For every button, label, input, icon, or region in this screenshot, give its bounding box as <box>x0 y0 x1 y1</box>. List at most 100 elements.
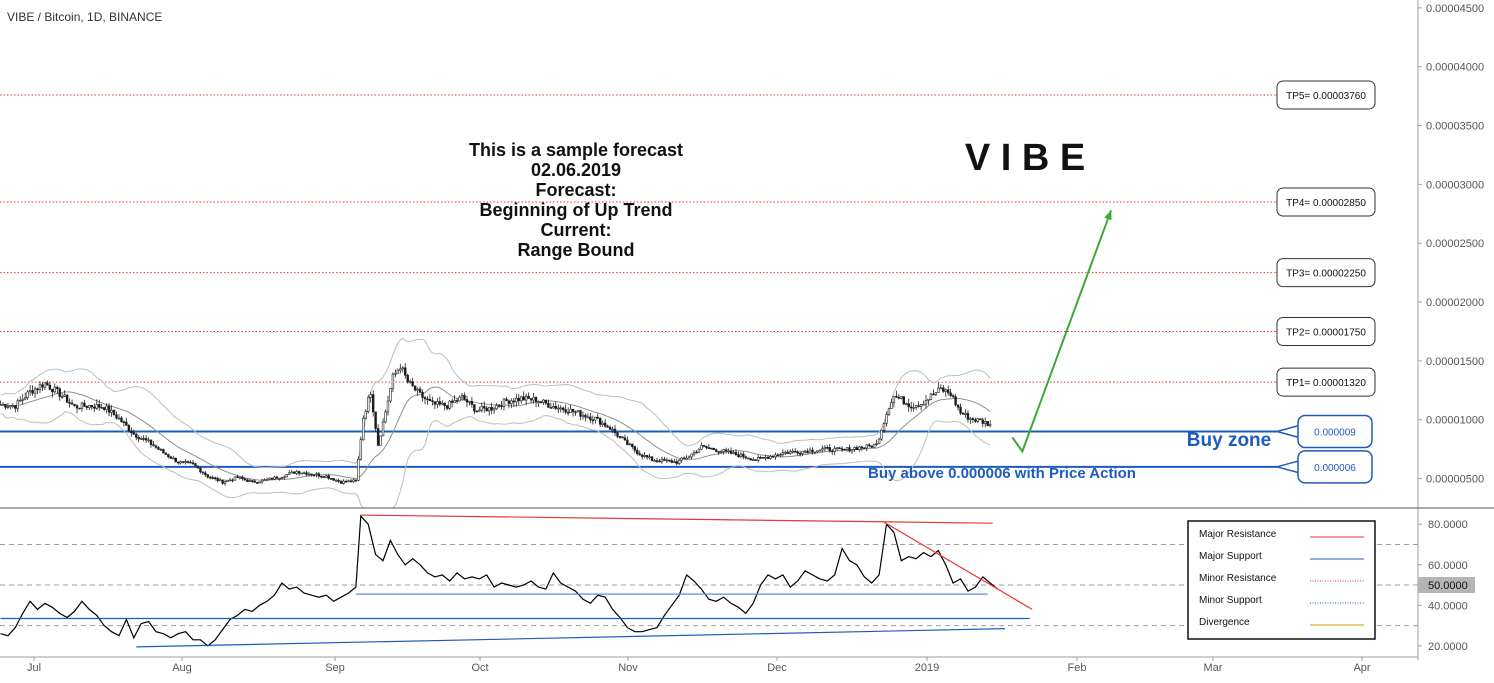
candle-body <box>93 406 96 409</box>
candle-body <box>544 399 548 404</box>
candle-body <box>865 444 868 449</box>
candle-body <box>115 414 118 419</box>
target-label: TP2= 0.00001750 <box>1286 327 1366 338</box>
candle-body <box>705 445 708 448</box>
candle-body <box>285 474 288 478</box>
candle-body <box>332 478 335 481</box>
target-label: TP4= 0.00002850 <box>1286 198 1366 209</box>
candle-body <box>944 389 947 392</box>
x-tick-label: Jul <box>27 662 41 674</box>
candle-body <box>912 407 915 409</box>
candle-body <box>90 405 94 408</box>
candle-body <box>485 407 488 412</box>
rsi-trendline <box>136 628 1005 648</box>
candle-body <box>179 461 182 464</box>
candle-body <box>502 398 506 407</box>
candle-body <box>988 424 992 427</box>
candle-body <box>275 476 279 479</box>
candle-body <box>793 450 797 453</box>
candle-body <box>695 451 698 454</box>
candle-body <box>717 451 720 453</box>
candle-body <box>507 400 511 405</box>
candle-body <box>831 450 834 453</box>
candle-body <box>125 421 128 426</box>
candle-body <box>411 381 414 387</box>
candle-body <box>984 421 987 424</box>
candle-body <box>490 406 493 411</box>
legend-label: Minor Support <box>1199 595 1262 606</box>
candle-body <box>924 400 928 405</box>
candle-body <box>875 443 878 445</box>
candle-body <box>453 400 456 403</box>
candle-body <box>566 411 570 414</box>
candle-body <box>278 477 281 480</box>
candle-body <box>606 425 609 428</box>
candle-body <box>752 459 755 461</box>
candle-body <box>369 394 372 398</box>
candle-body <box>465 399 469 403</box>
candle-body <box>613 428 617 434</box>
candle-body <box>966 413 970 420</box>
candle-body <box>914 405 918 408</box>
candle-body <box>603 422 607 427</box>
candle-body <box>487 406 491 412</box>
candle-body <box>813 451 817 454</box>
candle-body <box>364 411 367 419</box>
candle-body <box>623 437 627 441</box>
candle-body <box>786 451 789 454</box>
candle-body <box>774 454 777 458</box>
candle-body <box>144 438 148 441</box>
candle-body <box>537 401 540 404</box>
candle-body <box>640 454 644 457</box>
candle-body <box>396 369 400 374</box>
candle-body <box>724 449 728 452</box>
candle-body <box>749 458 752 461</box>
rsi-pane: Major Resistance Major Support Minor Resis… <box>0 514 1418 648</box>
candle-body <box>645 455 649 458</box>
zone-callout <box>1297 450 1373 484</box>
x-tick-label: Aug <box>172 662 192 674</box>
candle-body <box>843 448 846 451</box>
candle-body <box>549 407 553 409</box>
candle-body <box>621 436 624 439</box>
rsi-current-badge <box>1418 577 1475 594</box>
candle-body <box>826 447 829 449</box>
candle-body <box>221 479 224 484</box>
x-tick-label: Mar <box>1204 662 1223 674</box>
candle-body <box>571 408 575 413</box>
candle-body <box>754 459 757 461</box>
candle-body <box>253 480 256 483</box>
candle-body <box>663 458 666 461</box>
candle-body <box>845 447 849 450</box>
candle-body <box>512 400 516 403</box>
candle-body <box>505 398 508 402</box>
candle-body <box>801 450 804 454</box>
candle-body <box>21 398 24 401</box>
candle-body <box>739 453 743 458</box>
candle-body <box>564 409 567 413</box>
candle-body <box>542 399 545 403</box>
bollinger-middle <box>0 386 991 481</box>
candle-body <box>127 425 131 432</box>
candle-body <box>932 393 935 396</box>
candle-body <box>263 479 266 481</box>
candle-body <box>359 439 363 460</box>
target-callout <box>1276 367 1376 397</box>
rsi-tick-label: 60.0000 <box>1428 560 1468 572</box>
candle-body <box>885 414 888 424</box>
candle-body <box>591 419 595 422</box>
candle-body <box>186 461 190 463</box>
candle-body <box>776 454 780 457</box>
candle-body <box>650 456 654 461</box>
candle-body <box>233 476 237 481</box>
candle-body <box>446 405 449 409</box>
candle-body <box>515 397 518 403</box>
candle-body <box>892 395 896 403</box>
candle-body <box>450 400 454 403</box>
legend-box <box>1187 520 1376 640</box>
candle-body <box>33 388 37 394</box>
candle-body <box>120 417 123 422</box>
candle-body <box>584 414 587 418</box>
